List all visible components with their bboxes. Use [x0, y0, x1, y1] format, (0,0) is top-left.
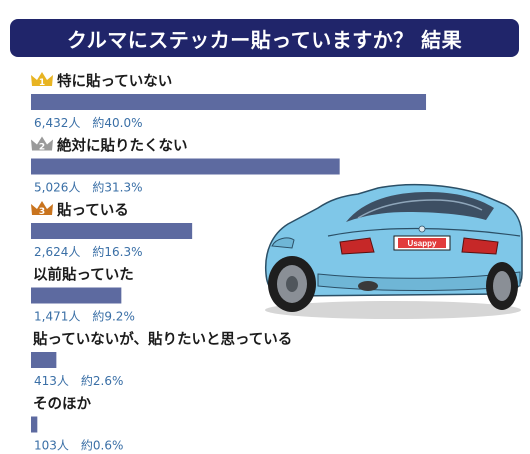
license-plate-text: Usappy	[408, 239, 437, 248]
bar	[31, 94, 427, 110]
bar	[31, 352, 57, 368]
value-label: 103人 約0.6%	[34, 438, 123, 453]
rank-number: 2	[39, 143, 45, 153]
rank-number: 1	[39, 78, 45, 88]
chart-title: クルマにステッカー貼っていますか？ 結果	[10, 19, 519, 57]
rank-crown-icon: 1	[31, 72, 53, 88]
bar	[31, 287, 122, 304]
rank-number: 3	[39, 207, 45, 217]
value-label: 5,026人 約31.3%	[34, 180, 142, 195]
value-label: 1,471人 約9.2%	[34, 309, 135, 324]
category-label: 以前貼っていた	[33, 266, 134, 284]
category-label: そのほか	[33, 396, 91, 413]
bar	[31, 158, 340, 175]
bar	[31, 416, 38, 433]
rank-crown-icon: 3	[31, 201, 53, 217]
category-label: 貼っている	[57, 201, 129, 219]
value-label: 413人 約2.6%	[34, 373, 123, 388]
car-illustration: Usappy	[264, 183, 523, 319]
value-label: 2,624人 約16.3%	[34, 244, 142, 259]
category-label: 貼っていないが、貼りたいと思っている	[33, 330, 292, 348]
value-label: 6,432人 約40.0%	[34, 115, 142, 130]
category-label: 絶対に貼りたくない	[57, 137, 188, 155]
category-label: 特に貼っていない	[57, 72, 172, 90]
bar	[31, 223, 193, 239]
rank-crown-icon: 2	[31, 136, 53, 153]
